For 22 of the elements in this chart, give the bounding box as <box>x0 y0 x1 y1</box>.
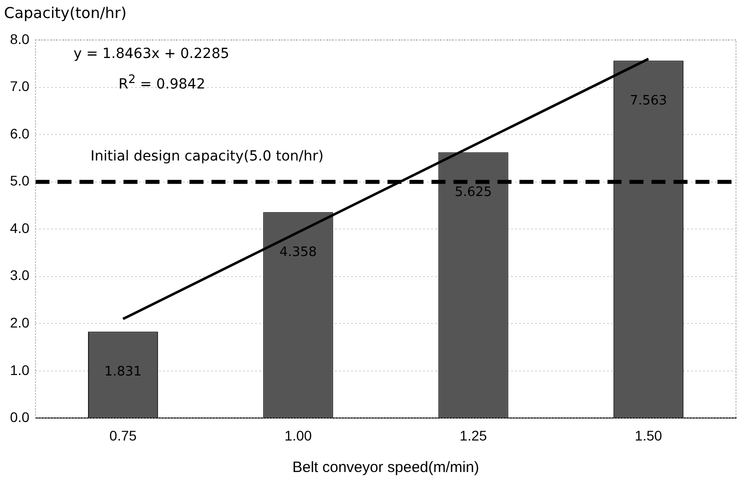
x-tick-label: 1.25 <box>460 427 488 444</box>
y-tick-label: 7.0 <box>10 78 30 94</box>
y-tick-label: 5.0 <box>10 172 30 189</box>
data-label: 4.358 <box>280 245 317 260</box>
data-label: 5.625 <box>454 185 492 200</box>
y-tick-label: 8.0 <box>10 30 30 47</box>
annotation: R$^{2}$ = 0.9842 <box>118 72 206 93</box>
data-label: 1.831 <box>104 364 142 380</box>
data-label: 7.563 <box>630 94 668 109</box>
x-tick-label: 0.75 <box>109 427 137 444</box>
y-tick-label: 1.0 <box>10 362 30 378</box>
y-tick-label: 0.0 <box>10 409 30 426</box>
y-tick-label: 4.0 <box>10 220 30 236</box>
y-tick-label: 3.0 <box>10 267 30 284</box>
y-tick-label: 2.0 <box>10 314 30 331</box>
x-tick-label: 1.50 <box>634 427 662 444</box>
y-axis-title: Capacity(ton/hr) <box>4 4 127 22</box>
x-axis-title: Belt conveyor speed(m/min) <box>292 459 480 476</box>
annotation: y = 1.8463x + 0.2285 <box>73 46 230 62</box>
x-tick-label: 1.00 <box>284 427 312 444</box>
y-tick-label: 6.0 <box>10 125 30 142</box>
ref-line-label: Initial design capacity(5.0 ton/hr) <box>90 148 324 164</box>
